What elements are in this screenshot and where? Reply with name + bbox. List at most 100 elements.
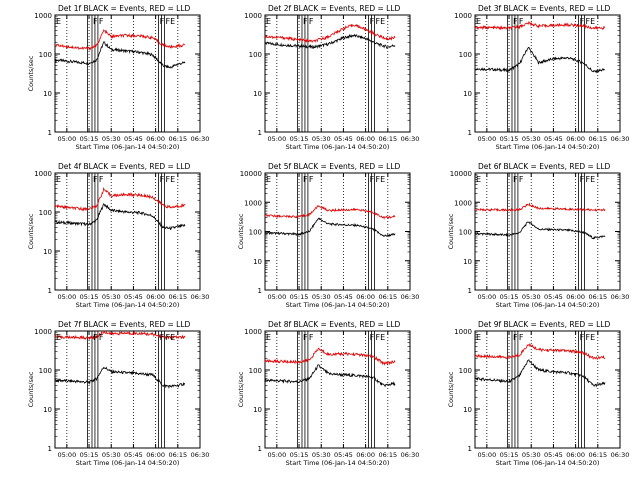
y-tick-label: 100 (249, 367, 262, 375)
x-tick-label: 05:00 (267, 293, 286, 301)
x-tick-label: 05:00 (267, 135, 286, 143)
x-tick-label: 05:00 (477, 451, 496, 459)
x-tick-label: 06:15 (378, 135, 397, 143)
x-tick-label: 06:15 (378, 451, 397, 459)
y-axis-label: Counts/sec (237, 371, 245, 407)
band-marker-label: F (309, 175, 314, 184)
x-tick-label: 05:30 (102, 135, 121, 143)
series-line-lld (474, 343, 606, 360)
panel-det-1: 1 10 100 1000 05:00 05:15 05:30 05:45 06:00 06:15… (27, 4, 209, 151)
panel-det-6: 1 10 100 1000 10000 05:00 05:15 05:30 05:45 06:00… (447, 162, 629, 309)
band-marker-label: FE (585, 333, 595, 342)
x-axis-label: Start Time (06-Jan-14 04:50:20) (286, 459, 390, 467)
band-marker-label: FE (375, 17, 385, 26)
y-tick-label: 1000 (34, 12, 52, 20)
band-marker-label: F (160, 333, 165, 342)
series-line-lld (264, 204, 396, 220)
y-axis-label: Counts/sec (27, 371, 35, 407)
x-tick-label: 06:00 (566, 293, 585, 301)
y-tick-label: 1 (258, 129, 262, 137)
band-marker-label: F (303, 17, 308, 26)
y-tick-label: 10 (463, 90, 472, 98)
series-line-lld (54, 329, 186, 341)
plot-frame (54, 14, 201, 133)
y-tick-label: 1 (468, 287, 472, 295)
band-marker-label: E (266, 175, 271, 184)
x-axis-label: Start Time (06-Jan-14 04:50:20) (76, 143, 180, 151)
x-axis-label: Start Time (06-Jan-14 04:50:20) (496, 143, 600, 151)
panel-title: Det 6f BLACK = Events, RED = LLD (478, 162, 611, 171)
x-axis-label: Start Time (06-Jan-14 04:50:20) (286, 143, 390, 151)
panel-det-3: 1 10 100 1000 05:00 05:15 05:30 05:45 06:00 06:15… (454, 4, 629, 151)
band-marker-label: F (370, 17, 375, 26)
x-axis-label: Start Time (06-Jan-14 04:50:20) (76, 459, 180, 467)
y-tick-label: 100 (459, 229, 472, 237)
y-tick-label: 1000 (454, 328, 472, 336)
band-marker-label: F (99, 175, 104, 184)
x-tick-label: 06:15 (378, 293, 397, 301)
x-tick-label: 06:30 (191, 135, 210, 143)
y-tick-label: 1000 (34, 328, 52, 336)
band-marker-label: F (93, 17, 98, 26)
band-marker-label: E (266, 17, 271, 26)
band-marker-label: F (309, 333, 314, 342)
x-tick-label: 05:00 (477, 293, 496, 301)
band-marker-label: FE (585, 175, 595, 184)
band-marker-label: F (99, 17, 104, 26)
x-tick-label: 05:15 (500, 293, 519, 301)
panel-det-9: 1 10 100 1000 05:00 05:15 05:30 05:45 06:00 06:15… (447, 320, 629, 467)
x-tick-label: 06:00 (146, 451, 165, 459)
y-tick-label: 1 (468, 129, 472, 137)
series-line-lld (264, 24, 396, 44)
y-tick-label: 100 (459, 51, 472, 59)
x-tick-label: 05:30 (312, 451, 331, 459)
series-line-events (54, 203, 186, 231)
x-tick-label: 05:30 (312, 293, 331, 301)
x-tick-label: 06:00 (566, 135, 585, 143)
panel-det-8: 1 10 100 1000 05:00 05:15 05:30 05:45 06:00 06:15… (237, 320, 419, 467)
series-line-events (54, 41, 186, 69)
y-axis-label: Counts/sec (237, 213, 245, 249)
y-tick-label: 10 (463, 258, 472, 266)
band-marker-label: F (519, 17, 524, 26)
x-tick-label: 05:30 (522, 451, 541, 459)
y-tick-label: 100 (459, 367, 472, 375)
band-marker-label: F (580, 333, 585, 342)
x-tick-label: 05:15 (80, 135, 99, 143)
panel-title: Det 7f BLACK = Events, RED = LLD (58, 320, 191, 329)
y-tick-label: 10 (253, 258, 262, 266)
x-tick-label: 05:00 (57, 451, 76, 459)
band-marker-label: F (93, 333, 98, 342)
y-axis-label: Counts/sec (447, 371, 455, 407)
x-tick-label: 05:00 (267, 451, 286, 459)
x-tick-label: 06:15 (168, 451, 187, 459)
y-tick-label: 1000 (244, 12, 262, 20)
y-tick-label: 1 (258, 287, 262, 295)
x-tick-label: 06:00 (356, 451, 375, 459)
band-marker-label: E (266, 333, 271, 342)
band-marker-label: F (370, 175, 375, 184)
y-tick-label: 10000 (240, 170, 262, 178)
band-marker-label: E (56, 17, 61, 26)
y-tick-label: 1 (258, 445, 262, 453)
x-axis-label: Start Time (06-Jan-14 04:50:20) (496, 459, 600, 467)
y-axis-label: Counts/sec (447, 213, 455, 249)
x-tick-label: 05:45 (334, 135, 353, 143)
band-marker-label: FE (165, 333, 175, 342)
band-marker-label: F (513, 175, 518, 184)
x-tick-label: 06:30 (611, 135, 630, 143)
y-tick-label: 100 (249, 229, 262, 237)
x-tick-label: 05:30 (522, 135, 541, 143)
y-tick-label: 1000 (244, 199, 262, 207)
y-tick-label: 1000 (454, 12, 472, 20)
series-line-events (54, 366, 186, 389)
x-tick-label: 06:00 (566, 451, 585, 459)
x-tick-label: 06:15 (588, 293, 607, 301)
band-marker-label: FE (375, 175, 385, 184)
band-marker-label: F (160, 175, 165, 184)
panel-det-2: 1 10 100 1000 05:00 05:15 05:30 05:45 06:00 06:15… (244, 4, 419, 151)
panel-title: Det 8f BLACK = Events, RED = LLD (268, 320, 401, 329)
panel-title: Det 5f BLACK = Events, RED = LLD (268, 162, 401, 171)
x-tick-label: 06:00 (146, 293, 165, 301)
plot-frame (474, 172, 621, 291)
